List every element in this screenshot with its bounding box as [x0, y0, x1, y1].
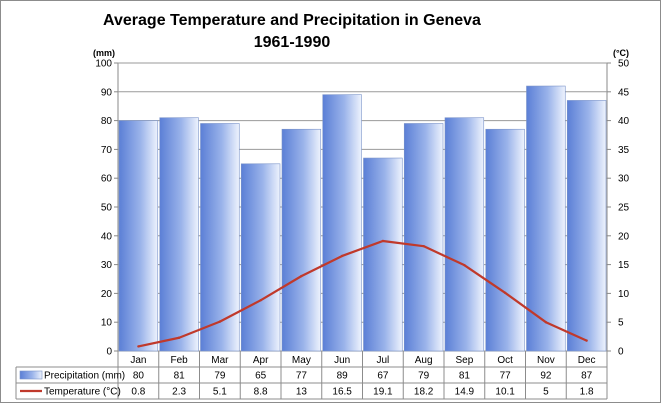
category-label: Nov: [537, 355, 555, 366]
left-tick-label: 80: [101, 116, 113, 127]
right-tick-label: 45: [618, 87, 630, 98]
category-label: May: [292, 355, 311, 366]
left-tick-label: 100: [95, 59, 112, 70]
table-cell: 65: [255, 371, 267, 382]
table-cell: 2.3: [172, 387, 186, 398]
right-tick-label: 30: [618, 174, 630, 185]
left-tick-label: 10: [101, 318, 113, 329]
left-axis-label: (mm): [93, 48, 115, 58]
right-tick-label: 35: [618, 145, 630, 156]
legend-label: Precipitation (mm): [44, 371, 125, 382]
table-cell: 80: [133, 371, 145, 382]
table-cell: 0.8: [131, 387, 145, 398]
left-tick-label: 90: [101, 87, 113, 98]
left-tick-label: 60: [101, 174, 113, 185]
category-label: Dec: [578, 355, 596, 366]
line-point: [137, 345, 140, 348]
table-cell: 5.1: [213, 387, 227, 398]
left-tick-label: 30: [101, 260, 113, 271]
line-point: [381, 239, 385, 243]
table-cell: 5: [543, 387, 549, 398]
line-point: [503, 291, 507, 295]
right-axis-label: (°C): [613, 48, 629, 58]
category-label: Sep: [455, 355, 473, 366]
bar: [526, 85, 566, 352]
line-point: [463, 263, 466, 267]
line-point: [177, 336, 181, 339]
table-cell: 8.8: [254, 387, 268, 398]
legend-label: Temperature (°C): [44, 387, 121, 398]
line-point: [585, 339, 588, 342]
table-cell: 1.8: [580, 387, 594, 398]
table-cell: 77: [296, 371, 308, 382]
bar: [363, 157, 403, 352]
line-point: [300, 274, 303, 278]
category-label: Apr: [253, 355, 269, 366]
right-tick-label: 10: [618, 289, 630, 300]
table-cell: 87: [581, 371, 593, 382]
bar: [444, 117, 485, 352]
table-cell: 19.1: [373, 387, 393, 398]
category-label: Feb: [171, 355, 189, 366]
left-tick-label: 40: [101, 231, 113, 242]
table-cell: 16.5: [332, 387, 352, 398]
right-tick-label: 0: [618, 347, 624, 358]
right-tick-label: 15: [618, 260, 630, 271]
bar: [118, 120, 159, 352]
bar: [200, 123, 240, 352]
table-cell: 79: [418, 371, 430, 382]
left-tick-label: 0: [106, 347, 112, 358]
bar: [322, 94, 362, 352]
table-cell: 81: [174, 371, 186, 382]
bar: [566, 100, 607, 352]
category-label: Oct: [497, 355, 513, 366]
table-cell: 81: [459, 371, 471, 382]
axes: 0 10 20 30 40 50 60 70 80 90 100 0 5 10 15 20 25 30 35 40 45…: [95, 59, 629, 358]
table-cell: 77: [500, 371, 512, 382]
right-tick-label: 40: [618, 116, 630, 127]
table-cell: 14.9: [455, 387, 475, 398]
legend-key-precipitation: [19, 370, 43, 380]
right-tick-label: 5: [618, 318, 624, 329]
category-label: Jul: [376, 355, 389, 366]
category-label: Mar: [211, 355, 229, 366]
bar: [281, 128, 322, 352]
category-label: Jan: [130, 355, 146, 366]
category-label: Aug: [415, 355, 433, 366]
chart-subtitle: 1961-1990: [254, 34, 331, 51]
right-tick-label: 20: [618, 231, 630, 242]
category-label: Jun: [334, 355, 350, 366]
table-cell: 89: [337, 371, 349, 382]
line-point: [422, 244, 425, 248]
bar: [485, 128, 525, 352]
line-point: [259, 299, 262, 302]
bar: [159, 117, 199, 352]
line-point: [340, 254, 344, 258]
right-tick-label: 25: [618, 203, 630, 214]
right-tick-label: 50: [618, 59, 630, 70]
table-cell: 92: [540, 371, 552, 382]
left-tick-label: 50: [101, 203, 113, 214]
bar: [240, 163, 281, 352]
left-tick-label: 70: [101, 145, 113, 156]
data-table: Jan Feb Mar Apr May Jun Jul Aug Sep Oct Nov Dec Prec…: [15, 351, 608, 400]
table-cell: 67: [377, 371, 389, 382]
temperature-line: [138, 239, 588, 348]
gridlines: [117, 62, 608, 352]
bar-series: [118, 85, 607, 352]
bar: [403, 123, 444, 352]
table-cell: 10.1: [495, 387, 515, 398]
left-tick-label: 20: [101, 289, 113, 300]
line-point: [218, 320, 222, 323]
table-cell: 13: [296, 387, 308, 398]
line-point: [544, 321, 548, 324]
line-series: [137, 239, 588, 348]
table-cell: 18.2: [414, 387, 434, 398]
table-cell: 79: [214, 371, 226, 382]
chart-title: Average Temperature and Precipitation in…: [103, 12, 481, 29]
